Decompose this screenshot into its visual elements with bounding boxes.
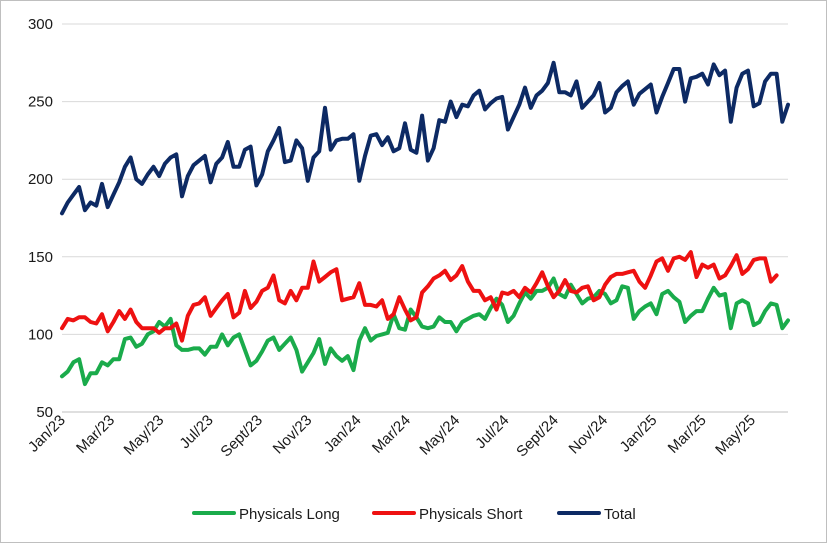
y-axis-ticks: 50 100 150 200 250 300 (28, 16, 53, 421)
x-tick-label: Jul/23 (176, 412, 216, 452)
legend-label-physicals-short: Physicals Short (419, 506, 523, 523)
x-tick-label: Sept/23 (217, 412, 266, 461)
legend-label-physicals-long: Physicals Long (239, 506, 340, 523)
y-tick-label: 50 (36, 404, 53, 421)
y-tick-label: 250 (28, 94, 53, 111)
x-tick-label: Mar/25 (665, 412, 710, 457)
x-tick-label: Nov/23 (270, 412, 316, 458)
x-tick-label: Sept/24 (513, 412, 562, 461)
y-tick-label: 200 (28, 171, 53, 188)
x-axis-ticks: Jan/23 Mar/23 May/23 Jul/23 Sept/23 Nov/23 Jan… (25, 412, 759, 461)
x-tick-label: May/23 (121, 412, 168, 459)
series-lines (60, 60, 790, 387)
y-tick-label: 150 (28, 249, 53, 266)
x-tick-label: Jul/24 (472, 412, 512, 452)
x-tick-label: Nov/24 (565, 412, 611, 458)
series-line-physicals-long (60, 276, 790, 387)
x-tick-label: Mar/23 (73, 412, 118, 457)
x-tick-label: Jan/24 (321, 412, 365, 456)
series-line-total (60, 60, 790, 216)
x-tick-label: May/25 (712, 412, 759, 459)
gridlines (62, 23, 788, 335)
series-line-physicals-short (60, 250, 779, 343)
x-tick-label: Mar/24 (369, 412, 414, 457)
y-tick-label: 100 (28, 326, 53, 343)
x-tick-label: May/24 (416, 412, 463, 459)
legend: Physicals Long Physicals Short Total (192, 506, 636, 523)
legend-label-total: Total (604, 506, 636, 523)
x-tick-label: Jan/25 (617, 412, 661, 456)
y-tick-label: 300 (28, 16, 53, 33)
